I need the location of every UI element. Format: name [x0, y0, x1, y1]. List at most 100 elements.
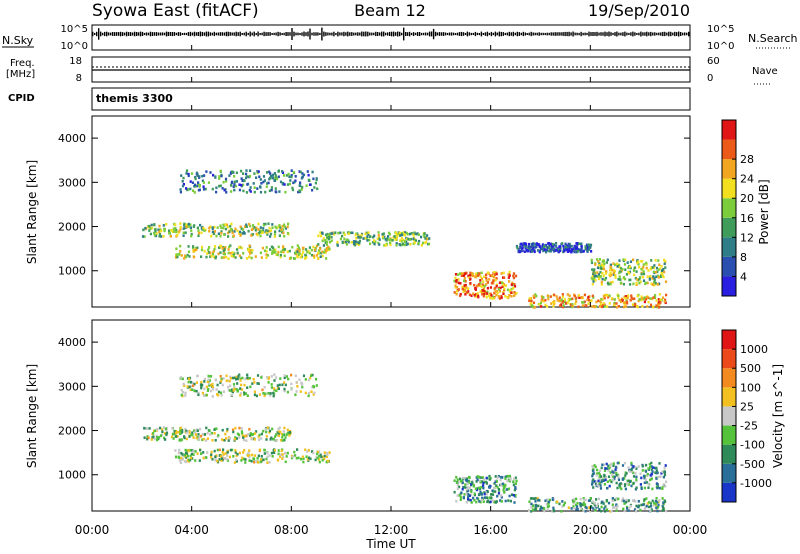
- velocity-cell: [325, 460, 328, 464]
- velocity-cell: [485, 492, 489, 496]
- power-cell: [655, 299, 658, 302]
- nsky-bar: [420, 32, 423, 36]
- velocity-cell: [643, 508, 646, 511]
- power-colorbar-frame: [721, 119, 737, 297]
- velocity-cell: [543, 507, 546, 510]
- nsky-bar: [273, 32, 275, 36]
- power-cell: [284, 227, 288, 230]
- velocity-cell: [647, 482, 650, 486]
- velocity-cell: [240, 430, 243, 433]
- velocity-cell: [307, 378, 310, 382]
- power-cell: [249, 248, 252, 252]
- power-cell: [286, 231, 289, 235]
- power-cell: [532, 294, 535, 298]
- velocity-cell: [185, 456, 188, 459]
- nsky-bar: [480, 31, 483, 37]
- power-cell: [637, 299, 640, 303]
- velocity-colorbar-tick-label: 1000: [740, 343, 768, 356]
- velocity-cell: [248, 454, 251, 457]
- velocity-cell: [504, 477, 507, 480]
- velocity-cell: [602, 479, 605, 482]
- power-cell: [308, 183, 312, 186]
- power-cell: [497, 286, 500, 290]
- velocity-cell: [190, 433, 193, 436]
- x-tick-label: 16:00: [473, 523, 508, 537]
- velocity-cell: [491, 493, 495, 496]
- x-tick-label: 12:00: [374, 523, 409, 537]
- power-cell: [591, 277, 594, 281]
- velocity-cell: [226, 457, 229, 461]
- power-cell: [297, 253, 300, 256]
- power-cell: [206, 252, 209, 255]
- power-cell: [183, 224, 186, 227]
- velocity-cell: [273, 449, 276, 452]
- nsky-bar: [444, 32, 447, 36]
- velocity-cell: [277, 434, 280, 438]
- power-cell: [521, 247, 524, 250]
- power-cell: [578, 242, 581, 245]
- nsky-bar: [104, 31, 106, 37]
- velocity-cell: [647, 467, 650, 470]
- nsky-bar: [239, 31, 241, 37]
- velocity-cell: [175, 430, 178, 433]
- power-cell: [256, 187, 259, 190]
- velocity-cell: [481, 476, 485, 479]
- power-cell: [187, 222, 190, 226]
- velocity-cell: [221, 455, 224, 458]
- power-cell: [274, 230, 277, 233]
- velocity-cell: [647, 486, 650, 489]
- velocity-cell: [616, 504, 619, 508]
- velocity-cell: [459, 480, 462, 483]
- nsky-bar: [558, 32, 560, 36]
- velocity-cell: [209, 433, 212, 436]
- velocity-cell: [226, 451, 229, 454]
- nsky-bar: [355, 32, 357, 36]
- velocity-cell: [502, 488, 505, 492]
- power-cell: [149, 232, 152, 236]
- velocity-cell: [611, 499, 614, 503]
- power-cell: [314, 246, 317, 250]
- velocity-cell: [284, 383, 287, 387]
- velocity-cell: [253, 393, 256, 397]
- power-cell: [502, 292, 505, 295]
- velocity-cell: [192, 384, 195, 388]
- power-cell: [532, 247, 535, 250]
- velocity-cell: [646, 474, 649, 477]
- power-cell: [550, 244, 553, 248]
- power-cell: [612, 271, 615, 275]
- power-cell: [467, 287, 470, 290]
- nsky-bar: [279, 32, 281, 36]
- power-cell: [232, 185, 235, 188]
- power-cell: [222, 180, 225, 184]
- nsky-bar: [514, 32, 516, 36]
- velocity-cell: [595, 472, 599, 475]
- power-cell: [416, 232, 419, 235]
- power-cell: [584, 304, 587, 307]
- power-cell: [197, 229, 200, 232]
- power-cell: [328, 247, 331, 250]
- power-cell: [278, 229, 281, 233]
- power-cell: [298, 189, 301, 192]
- power-cell: [182, 234, 185, 237]
- power-colorbar-segment: [722, 159, 736, 179]
- power-cell: [313, 256, 316, 259]
- velocity-cell: [644, 470, 648, 473]
- power-cell: [330, 239, 333, 242]
- velocity-cell: [188, 435, 191, 438]
- power-cell: [572, 249, 575, 252]
- velocity-cell: [189, 385, 192, 388]
- power-cell: [165, 223, 168, 226]
- velocity-cell: [531, 497, 534, 500]
- velocity-cell: [592, 500, 595, 504]
- power-cell: [561, 305, 565, 309]
- power-cell: [240, 177, 243, 180]
- velocity-cell: [224, 432, 227, 436]
- velocity-cell: [457, 481, 460, 484]
- nsky-bar: [385, 32, 387, 36]
- velocity-cell: [501, 476, 504, 479]
- velocity-cell: [513, 501, 516, 504]
- velocity-cell: [474, 487, 477, 491]
- velocity-cell: [608, 484, 611, 488]
- power-cell: [233, 188, 236, 192]
- power-cell: [626, 261, 629, 264]
